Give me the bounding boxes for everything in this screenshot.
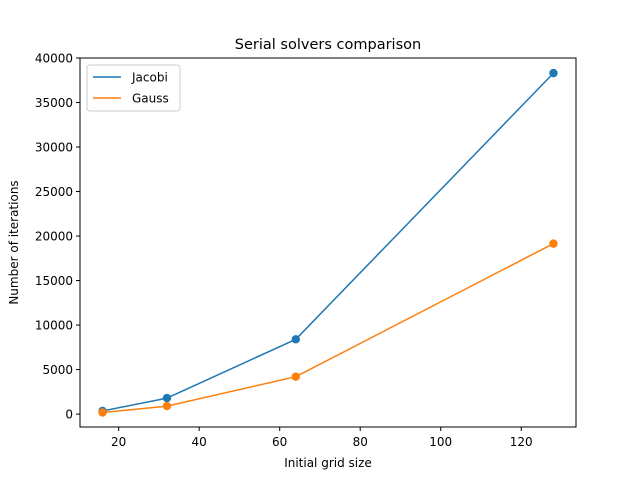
y-tick-label: 25000 <box>35 185 73 199</box>
y-axis-title: Number of iterations <box>7 180 21 304</box>
axes-frame <box>79 57 577 428</box>
gauss-series-line <box>102 242 554 414</box>
x-tick-label: 120 <box>510 435 533 449</box>
y-tick-label: 40000 <box>35 52 73 66</box>
x-tick-label: 20 <box>111 435 126 449</box>
jacobi-data-point <box>549 68 558 78</box>
x-tick-label: 100 <box>429 435 452 449</box>
x-axis-title: Initial grid size <box>284 456 372 470</box>
plot-area <box>98 68 558 417</box>
y-tick-label: 0 <box>65 408 73 422</box>
gauss-data-point <box>291 372 300 381</box>
y-tick-label: 10000 <box>35 319 73 333</box>
y-tick-label: 35000 <box>35 96 73 110</box>
y-tick-label: 20000 <box>35 230 73 244</box>
jacobi-data-point <box>291 335 300 344</box>
y-tick-label: 15000 <box>35 274 73 288</box>
jacobi-data-point <box>162 393 172 403</box>
legend: Jacobi Gauss <box>86 64 181 112</box>
jacobi-series-line <box>102 72 555 412</box>
x-axis: 20 40 60 80 100 120 <box>111 427 533 449</box>
y-tick-label: 30000 <box>35 141 73 155</box>
x-tick-label: 80 <box>353 435 368 449</box>
chart-title: Serial solvers comparison <box>235 37 421 53</box>
x-tick-label: 40 <box>192 435 207 449</box>
gauss-legend-label: Gauss <box>132 92 169 106</box>
gauss-data-point <box>98 408 107 417</box>
y-tick-label: 5000 <box>42 363 73 377</box>
gauss-data-point <box>162 401 172 411</box>
gauss-data-point <box>549 239 558 248</box>
x-tick-label: 60 <box>272 435 287 449</box>
jacobi-legend-label: Jacobi <box>131 71 168 85</box>
y-axis: 0 5000 10000 15000 20000 25000 30000 35000 40000 <box>35 52 80 422</box>
